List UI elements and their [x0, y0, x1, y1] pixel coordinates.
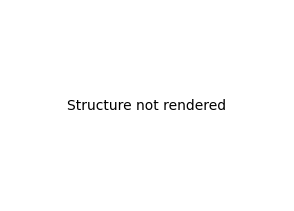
Text: Structure not rendered: Structure not rendered	[67, 99, 227, 113]
